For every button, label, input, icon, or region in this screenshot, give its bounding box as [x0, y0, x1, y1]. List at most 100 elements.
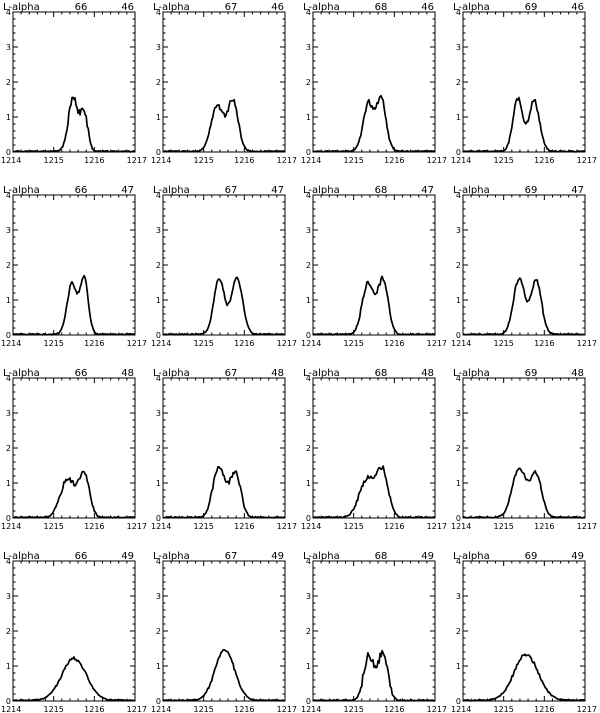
x-tick-label: 1217	[427, 522, 447, 531]
y-tick-label: 0	[456, 148, 461, 157]
panel-label: L-alpha	[3, 185, 40, 196]
spectrum-line	[462, 277, 586, 336]
x-tick-label: 1215	[493, 705, 513, 713]
panel-row-number: 48	[421, 368, 434, 379]
panel-label: L-alpha	[3, 551, 40, 562]
panel-col-number: 67	[225, 551, 238, 562]
y-tick-label: 3	[6, 226, 11, 235]
y-tick-label: 1	[156, 662, 161, 671]
panel-label: L-alpha	[303, 551, 340, 562]
x-tick-label: 1217	[427, 705, 447, 713]
y-tick-label: 2	[456, 261, 461, 270]
panel-66-48: 1214 1215 1216 1217 0 1 2 3 4L-alpha 66 48	[1, 368, 147, 531]
y-tick-label: 0	[306, 697, 311, 706]
spectrum-line	[312, 649, 436, 702]
x-tick-label: 1217	[277, 156, 297, 165]
x-tick-label: 1216	[84, 156, 104, 165]
x-tick-label: 1217	[127, 156, 147, 165]
panel-col-number: 68	[375, 185, 388, 196]
y-tick-label: 1	[306, 113, 311, 122]
panel-label: L-alpha	[453, 185, 490, 196]
y-tick-label: 2	[156, 444, 161, 453]
y-tick-label: 3	[156, 43, 161, 52]
panel-label: L-alpha	[303, 2, 340, 13]
y-tick-label: 2	[456, 444, 461, 453]
x-tick-label: 1215	[43, 705, 63, 713]
y-tick-label: 4	[306, 191, 311, 200]
y-tick-label: 1	[456, 479, 461, 488]
panel-col-number: 66	[75, 551, 88, 562]
y-tick-label: 4	[6, 374, 11, 383]
spectrum-line	[312, 94, 436, 153]
spectrum-line	[162, 276, 286, 336]
y-tick-label: 2	[306, 78, 311, 87]
y-tick-label: 1	[306, 296, 311, 305]
panel-row-number: 46	[571, 2, 584, 13]
x-tick-label: 1214	[1, 156, 21, 165]
y-tick-label: 3	[306, 409, 311, 418]
x-tick-label: 1214	[151, 705, 171, 713]
y-tick-label: 1	[306, 662, 311, 671]
panel-66-47: 1214 1215 1216 1217 0 1 2 3 4L-alpha 66 47	[1, 185, 147, 348]
y-tick-label: 3	[156, 226, 161, 235]
panel-label: L-alpha	[153, 551, 190, 562]
panel-69-49: 1214 1215 1216 1217 0 1 2 3 4L-alpha 69 49	[451, 551, 597, 713]
y-tick-label: 0	[156, 514, 161, 523]
panel-66-49: 1214 1215 1216 1217 0 1 2 3 4L-alpha 66 49	[1, 551, 147, 713]
y-tick-label: 3	[456, 43, 461, 52]
panel-col-number: 69	[525, 2, 538, 13]
plot-frame	[162, 377, 286, 519]
plot-frame	[312, 377, 436, 519]
panel-row-number: 46	[421, 2, 434, 13]
y-tick-label: 4	[156, 374, 161, 383]
plot-frame	[162, 194, 286, 336]
y-tick-label: 1	[156, 479, 161, 488]
panel-label: L-alpha	[3, 2, 40, 13]
x-tick-label: 1217	[127, 705, 147, 713]
x-tick-label: 1214	[301, 522, 321, 531]
plot-frame	[162, 11, 286, 153]
panel-row-number: 46	[121, 2, 134, 13]
y-tick-label: 0	[456, 514, 461, 523]
plot-frame	[12, 11, 136, 153]
spectrum-line	[312, 275, 436, 336]
y-tick-label: 1	[456, 296, 461, 305]
panel-label: L-alpha	[153, 2, 190, 13]
y-tick-label: 2	[6, 261, 11, 270]
panel-68-47: 1214 1215 1216 1217 0 1 2 3 4L-alpha 68 47	[301, 185, 447, 348]
y-tick-label: 1	[6, 113, 11, 122]
x-tick-label: 1217	[277, 705, 297, 713]
plot-frame	[312, 560, 436, 702]
y-tick-label: 4	[156, 557, 161, 566]
x-tick-label: 1214	[151, 156, 171, 165]
x-tick-label: 1215	[193, 705, 213, 713]
y-tick-label: 3	[456, 592, 461, 601]
panel-row-number: 46	[271, 2, 284, 13]
y-tick-label: 0	[156, 148, 161, 157]
y-tick-label: 4	[306, 8, 311, 17]
y-tick-label: 0	[306, 514, 311, 523]
spectrum-line	[12, 470, 136, 519]
y-tick-label: 4	[456, 557, 461, 566]
y-tick-label: 2	[6, 444, 11, 453]
y-tick-label: 2	[156, 627, 161, 636]
y-tick-label: 4	[6, 557, 11, 566]
y-tick-label: 4	[456, 8, 461, 17]
y-tick-label: 2	[6, 78, 11, 87]
x-tick-label: 1215	[343, 705, 363, 713]
panel-col-number: 68	[375, 368, 388, 379]
x-tick-label: 1215	[193, 522, 213, 531]
y-tick-label: 1	[156, 113, 161, 122]
x-tick-label: 1214	[451, 156, 471, 165]
spectrum-line	[162, 648, 286, 702]
x-tick-label: 1215	[193, 339, 213, 348]
y-tick-label: 0	[6, 148, 11, 157]
y-tick-label: 1	[6, 296, 11, 305]
y-tick-label: 4	[6, 191, 11, 200]
plot-frame	[12, 194, 136, 336]
y-tick-label: 2	[456, 627, 461, 636]
x-tick-label: 1215	[193, 156, 213, 165]
x-tick-label: 1216	[234, 522, 254, 531]
y-tick-label: 3	[156, 592, 161, 601]
spectrum-line	[462, 96, 586, 153]
